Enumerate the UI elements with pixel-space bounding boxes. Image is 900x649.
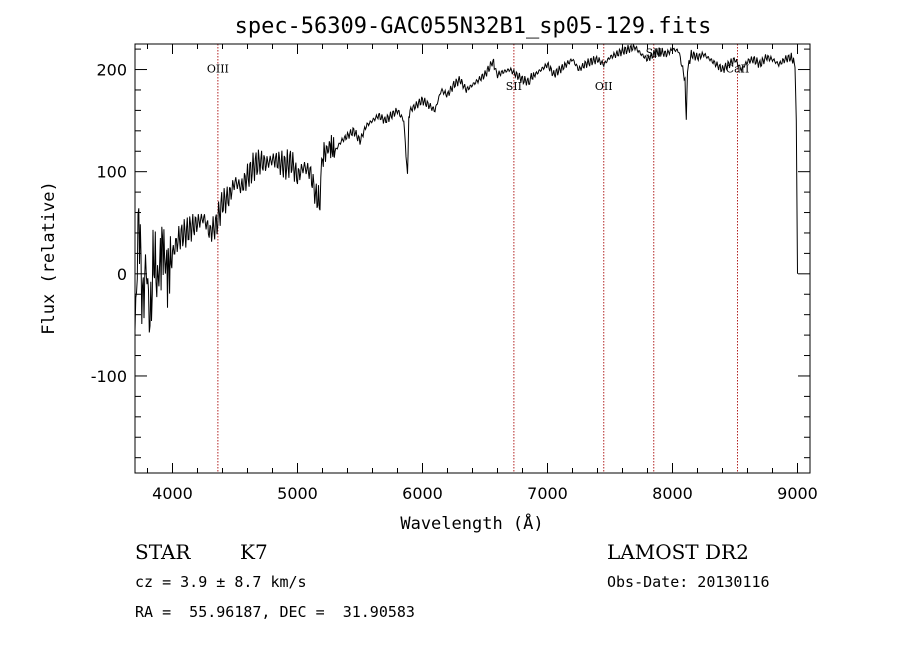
coordinates: RA = 55.96187, DEC = 31.90583 [135, 603, 415, 621]
spectral-line-label: SII [506, 80, 522, 93]
y-tick-label: 0 [117, 265, 127, 284]
x-axis-label: Wavelength (Å) [400, 512, 543, 534]
y-tick-label: -100 [91, 367, 127, 386]
x-tick-label: 6000 [402, 484, 443, 503]
y-axis-ticks: -100 0 100 200 [91, 48, 810, 459]
spectral-line-label: OII [595, 80, 613, 93]
x-tick-label: 9000 [777, 484, 818, 503]
spectral-line-label: CaII [726, 63, 750, 76]
object-class: STAR [135, 540, 191, 564]
plot-frame [134, 43, 811, 474]
y-tick-label: 200 [96, 61, 127, 80]
observation-date: Obs-Date: 20130116 [607, 573, 770, 591]
survey-name: LAMOST DR2 [607, 540, 749, 564]
x-tick-label: 7000 [527, 484, 568, 503]
y-axis-label: Flux (relative) [39, 181, 59, 335]
x-axis-ticks: 4000 5000 6000 7000 8000 9000 [147, 44, 818, 503]
object-subclass: K7 [240, 540, 268, 564]
redshift-velocity: cz = 3.9 ± 8.7 km/s [135, 573, 307, 591]
x-tick-label: 5000 [277, 484, 318, 503]
chart-title: spec-56309-GAC055N32B1_sp05-129.fits [235, 14, 712, 39]
spectrum-line [134, 44, 798, 333]
spectrum-chart: spec-56309-GAC055N32B1_sp05-129.fits OII… [39, 14, 818, 534]
x-tick-label: 4000 [152, 484, 193, 503]
x-tick-label: 8000 [652, 484, 693, 503]
y-tick-label: 100 [96, 163, 127, 182]
spectral-line-label: OIII [207, 63, 229, 76]
